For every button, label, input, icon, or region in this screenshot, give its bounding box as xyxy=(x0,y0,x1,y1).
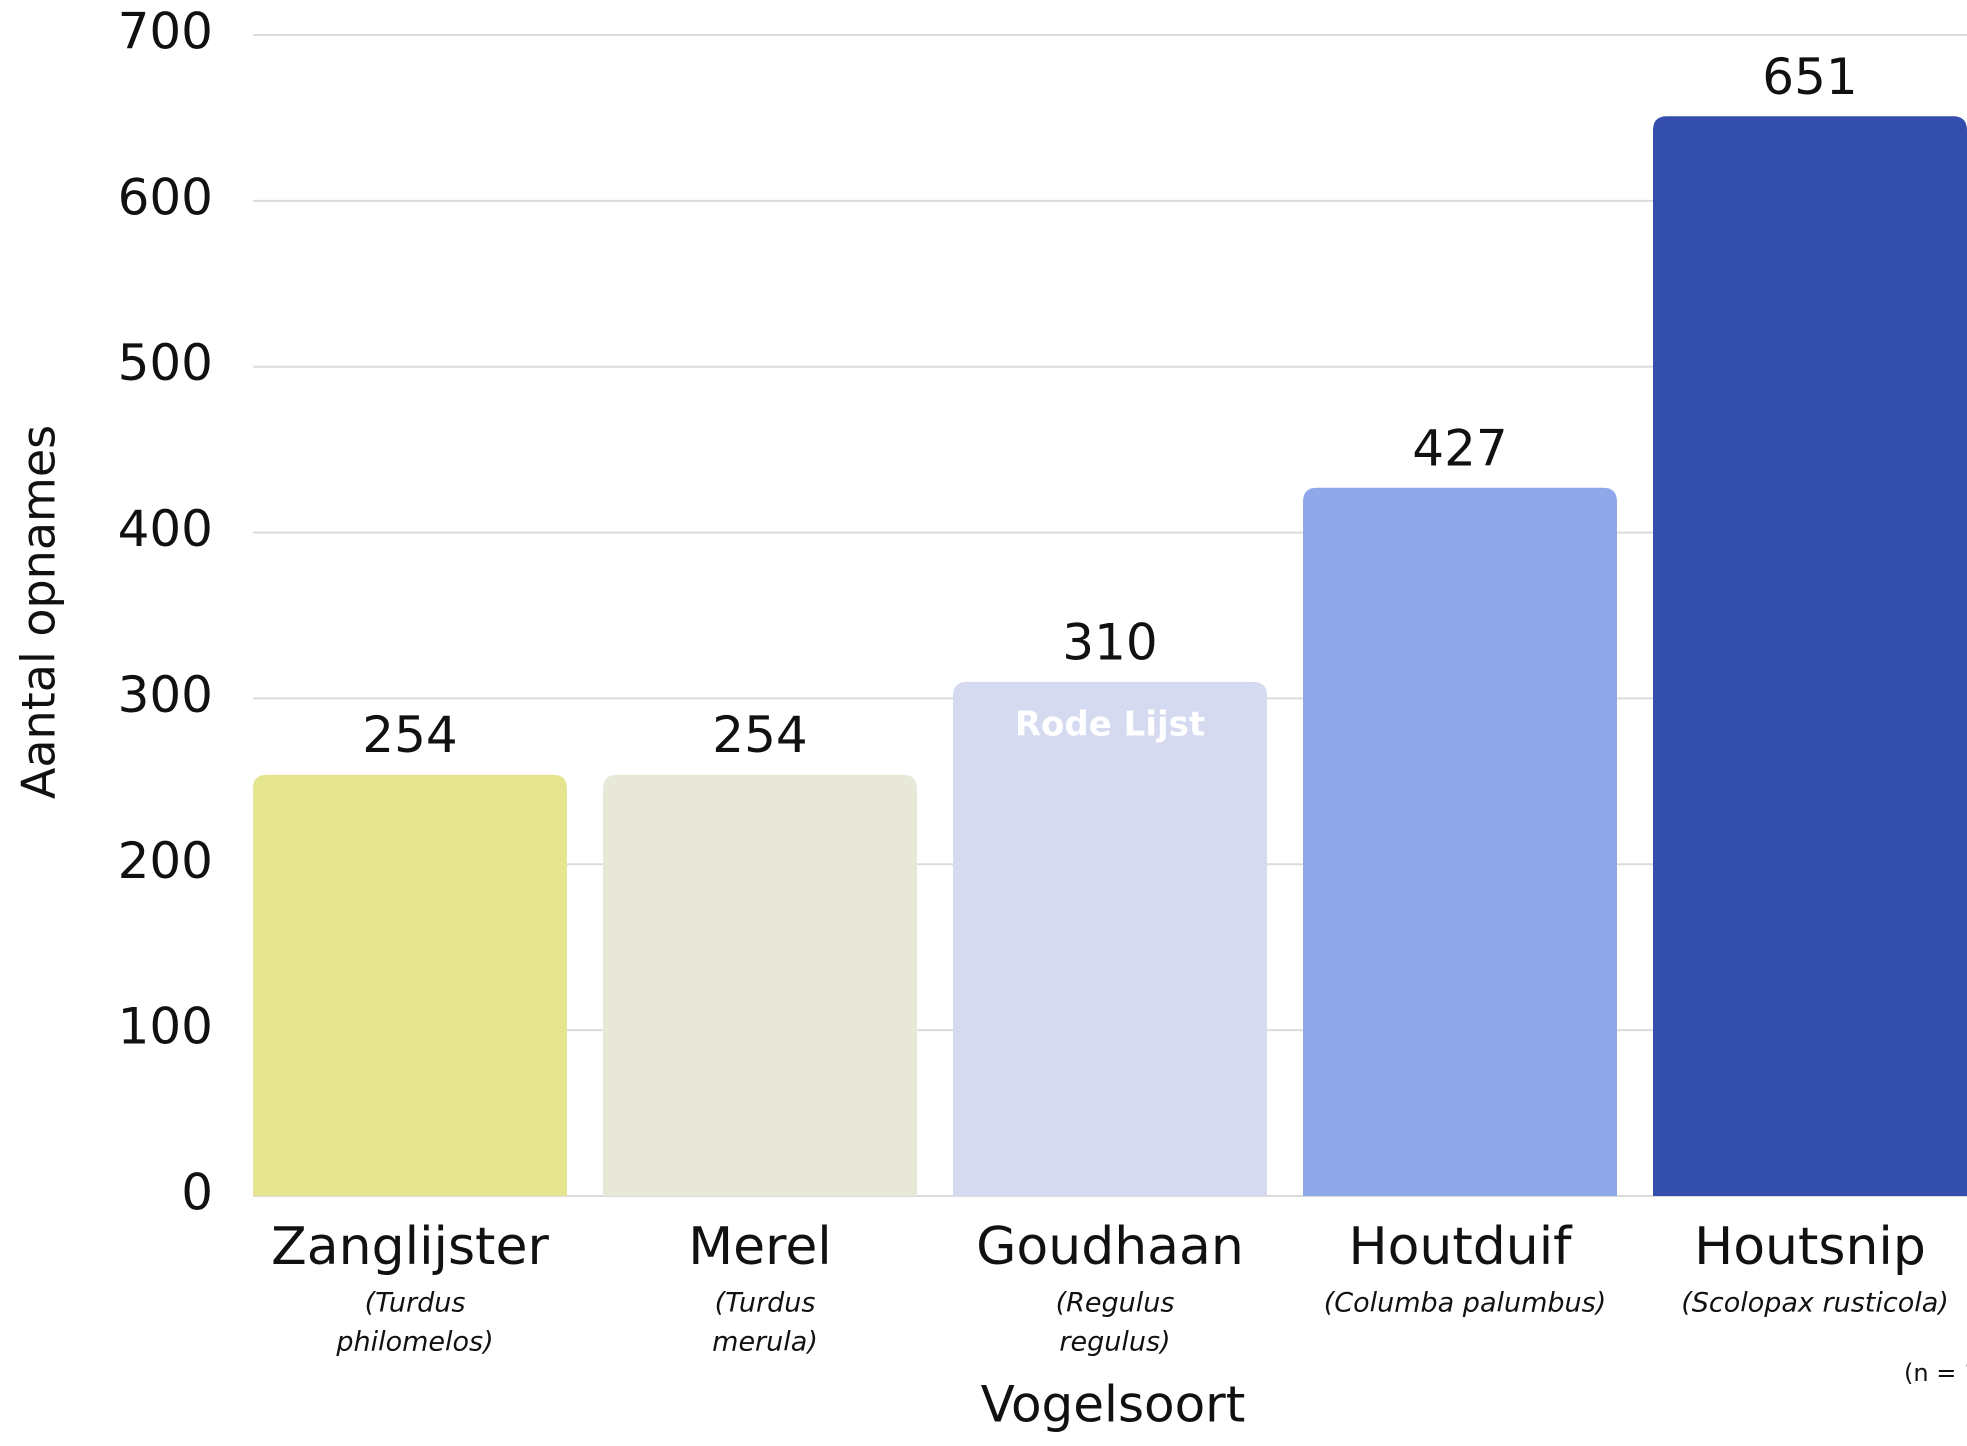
value-label: 651 xyxy=(1762,48,1857,106)
value-label: 310 xyxy=(1062,613,1157,671)
x-axis-title: Vogelsoort xyxy=(981,1376,1246,1434)
x-tick-label: Houtduif xyxy=(1349,1217,1574,1277)
y-tick-label: 100 xyxy=(118,998,213,1056)
value-label: 427 xyxy=(1412,419,1507,477)
x-tick-label: Zanglijster xyxy=(271,1217,549,1277)
y-tick-label: 0 xyxy=(181,1164,213,1222)
scientific-name: (Columba palumbus) xyxy=(1324,1288,1607,1319)
bar xyxy=(603,774,917,1196)
scientific-name: merula) xyxy=(712,1327,818,1358)
y-tick-label: 500 xyxy=(118,334,213,392)
bar xyxy=(1303,487,1617,1196)
annotation: Rode Lijst xyxy=(1015,704,1205,744)
x-tick-label: Houtsnip xyxy=(1694,1217,1926,1277)
bar xyxy=(953,681,1267,1196)
value-label: 254 xyxy=(362,706,457,764)
x-tick-label: Merel xyxy=(688,1217,832,1277)
y-tick-label: 400 xyxy=(118,500,213,558)
value-label: 254 xyxy=(712,706,807,764)
y-tick-label: 300 xyxy=(118,666,213,724)
scientific-name: (Scolopax rusticola) xyxy=(1681,1288,1949,1319)
y-tick-label: 200 xyxy=(118,832,213,890)
y-axis-title: Aantal opnames xyxy=(12,425,66,799)
sample-note: (n = 1 xyxy=(1904,1359,1967,1387)
bar xyxy=(253,774,567,1196)
x-tick-label: Goudhaan xyxy=(976,1217,1244,1277)
scientific-name: (Turdus xyxy=(365,1288,466,1319)
scientific-name: (Regulus xyxy=(1056,1288,1175,1319)
scientific-name: philomelos) xyxy=(335,1327,493,1358)
y-tick-label: 700 xyxy=(118,3,213,61)
scientific-name: regulus) xyxy=(1059,1327,1170,1358)
scientific-name: (Turdus xyxy=(715,1288,816,1319)
y-tick-label: 600 xyxy=(118,168,213,226)
bar xyxy=(1653,116,1967,1196)
